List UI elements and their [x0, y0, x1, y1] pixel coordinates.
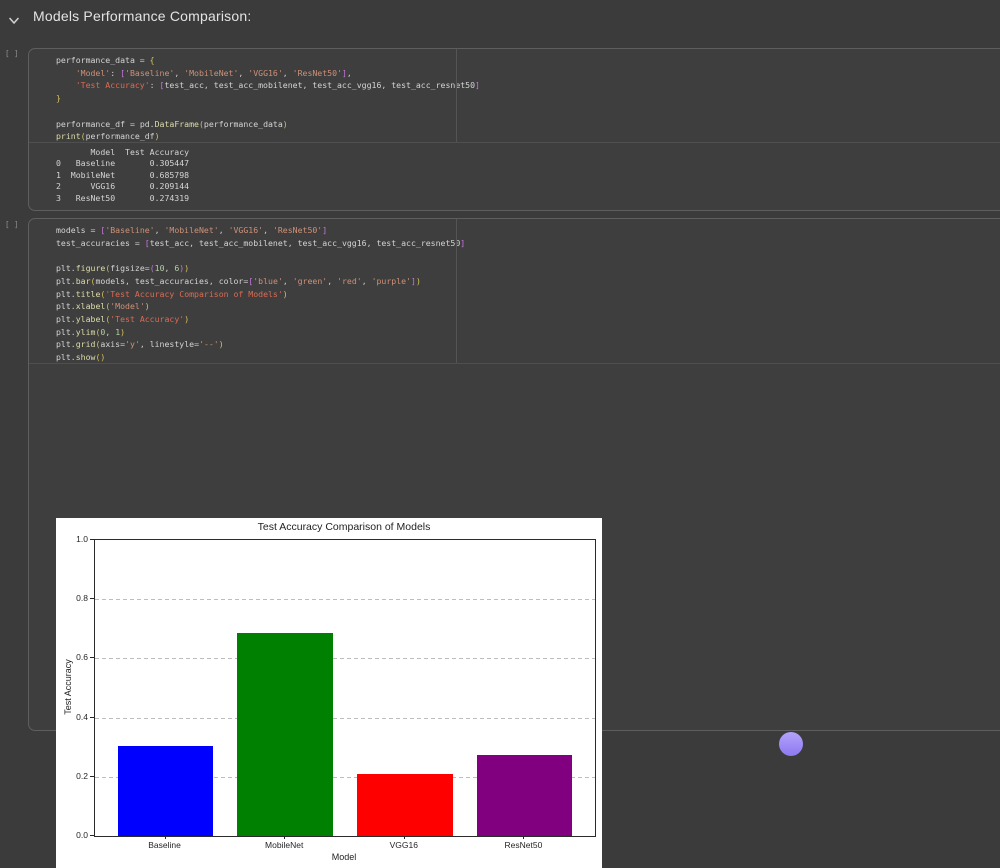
x-tick-mark — [403, 836, 405, 839]
cell-run-indicator[interactable]: [ ] — [5, 220, 19, 229]
code-line: plt.show() — [56, 352, 106, 363]
editor-ruler — [456, 49, 457, 142]
code-line: plt.ylabel('Test Accuracy') — [56, 313, 190, 324]
y-tick-label: 0.4 — [76, 711, 88, 722]
bar-mobilenet — [237, 633, 334, 836]
chart-y-axis-label: Test Accuracy — [63, 659, 73, 715]
code-line — [56, 105, 1000, 118]
code-line: } — [56, 93, 61, 104]
code-line: performance_df = pd.DataFrame(performanc… — [56, 118, 288, 129]
code-line: test_accuracies = [test_acc, test_acc_mo… — [56, 237, 466, 248]
bar-resnet50 — [476, 754, 573, 836]
chart-plot-area — [94, 539, 596, 837]
bar-baseline — [117, 745, 214, 836]
grid-line — [95, 658, 595, 660]
y-tick-label: 0.6 — [76, 652, 88, 663]
editor-ruler — [456, 219, 457, 363]
code-cell: models = ['Baseline', 'MobileNet', 'VGG1… — [28, 218, 1000, 868]
y-tick-mark — [90, 657, 94, 659]
y-tick-mark — [90, 539, 94, 540]
section-collapse-chevron-icon[interactable] — [7, 13, 21, 24]
y-tick-label: 0.8 — [76, 593, 88, 604]
y-tick-mark — [90, 775, 94, 777]
x-tick-label: MobileNet — [265, 840, 304, 850]
y-tick-label: 1.0 — [76, 534, 88, 544]
y-tick-label: 0.2 — [76, 770, 88, 781]
cell-output-text: Model Test Accuracy 0 Baseline 0.305447 … — [56, 147, 190, 203]
code-cell: performance_data = { 'Model': ['Baseline… — [28, 48, 1000, 211]
code-editor[interactable]: models = ['Baseline', 'MobileNet', 'VGG1… — [29, 219, 1000, 364]
y-tick-mark — [90, 598, 94, 600]
grid-line — [95, 717, 595, 719]
grid-line — [95, 599, 595, 601]
x-tick-label: Baseline — [148, 840, 181, 850]
section-header: Models Performance Comparison: — [0, 0, 1000, 36]
floating-action-button[interactable] — [779, 732, 803, 756]
code-line: plt.bar(models, test_accuracies, color=[… — [56, 275, 421, 286]
chart-title: Test Accuracy Comparison of Models — [257, 521, 431, 533]
x-tick-label: ResNet50 — [504, 840, 543, 850]
code-line: 'Test Accuracy': [test_acc, test_acc_mob… — [75, 80, 480, 91]
x-tick-label: VGG16 — [389, 840, 418, 850]
cell-run-indicator[interactable]: [ ] — [5, 49, 19, 58]
x-tick-mark — [284, 836, 286, 839]
chart-output-image: Test Accuracy Comparison of Models Test … — [56, 518, 602, 868]
cell-output-area: Model Test Accuracy 0 Baseline 0.305447 … — [29, 143, 1000, 204]
code-line — [56, 249, 1000, 262]
code-line: plt.title('Test Accuracy Comparison of M… — [56, 288, 288, 299]
code-line: plt.grid(axis='y', linestyle='--') — [56, 339, 224, 350]
code-line: models = ['Baseline', 'MobileNet', 'VGG1… — [56, 225, 328, 235]
code-line: plt.xlabel('Model') — [56, 301, 150, 312]
code-line: performance_data = { — [56, 55, 155, 65]
x-tick-mark — [523, 836, 525, 839]
code-line: 'Model': ['Baseline', 'MobileNet', 'VGG1… — [75, 67, 352, 78]
x-tick-mark — [164, 836, 166, 839]
section-title: Models Performance Comparison: — [33, 8, 252, 24]
y-tick-mark — [90, 835, 94, 836]
code-line: plt.ylim(0, 1) — [56, 326, 126, 337]
code-editor[interactable]: performance_data = { 'Model': ['Baseline… — [29, 49, 1000, 143]
code-line: print(performance_df) — [56, 131, 160, 142]
y-tick-label: 0.0 — [76, 830, 88, 840]
bar-vgg16 — [356, 774, 453, 836]
y-tick-mark — [90, 716, 94, 718]
chart-x-axis-label: Model — [331, 852, 357, 862]
code-line: plt.figure(figsize=(10, 6)) — [56, 263, 190, 274]
